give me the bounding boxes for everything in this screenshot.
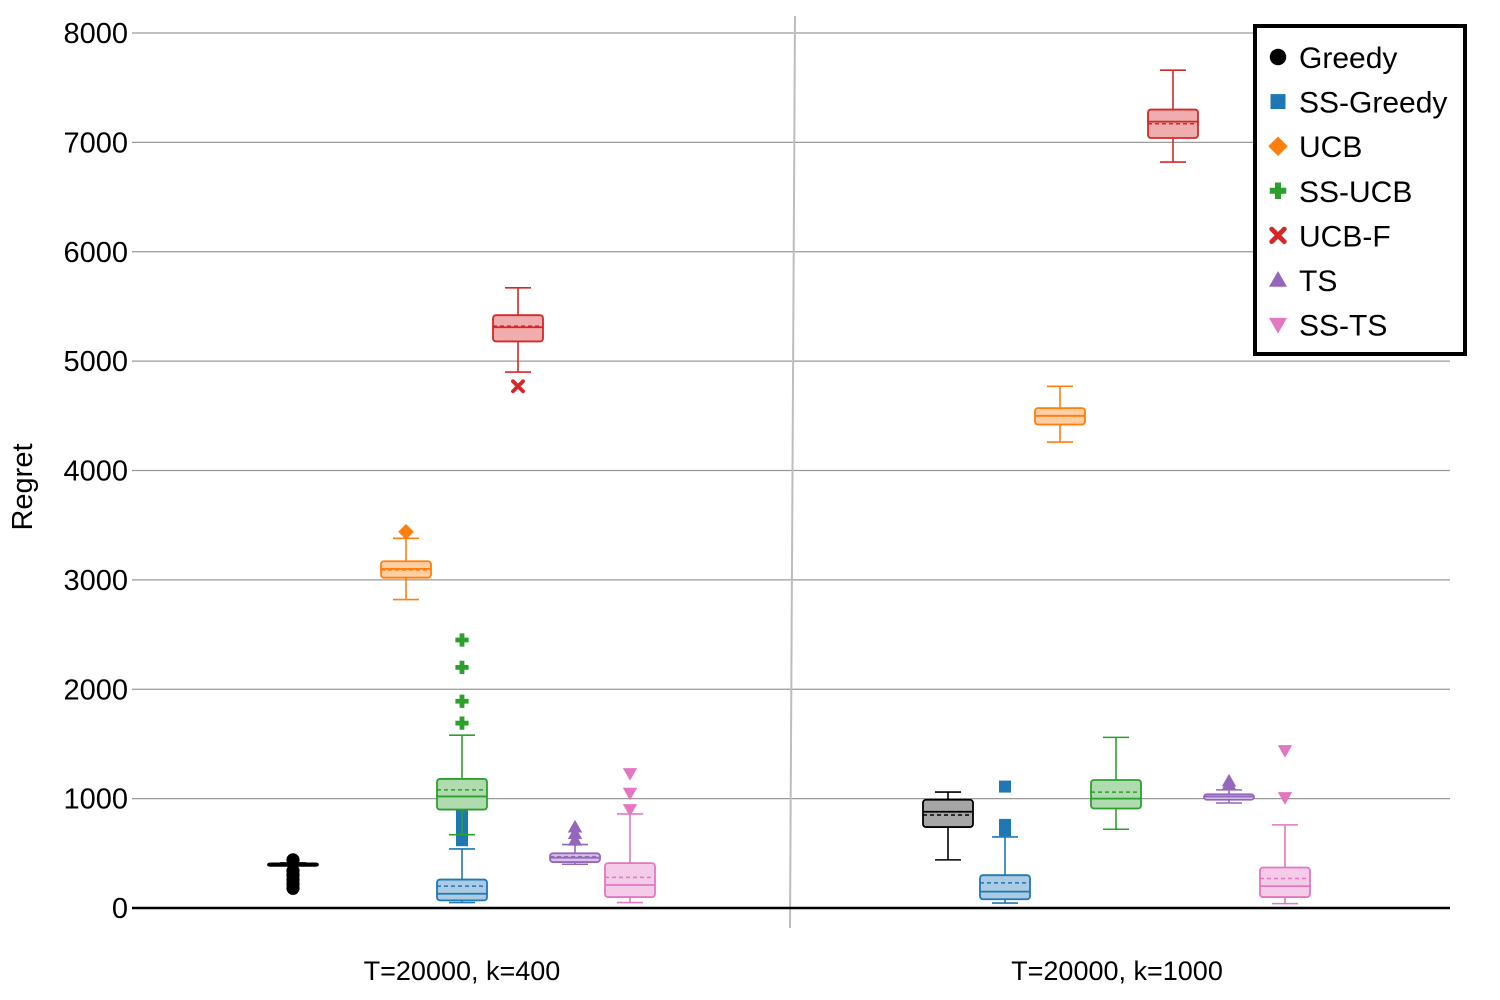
outlier-point	[398, 523, 414, 540]
box-iqr	[436, 878, 488, 902]
outlier-point	[455, 694, 469, 708]
outlier-point	[1277, 745, 1293, 758]
box-ss-ucb	[1090, 736, 1142, 831]
box-greedy	[922, 791, 974, 861]
legend-item: SS-Greedy	[1270, 87, 1447, 120]
legend-item: UCB-F	[1269, 220, 1391, 253]
outlier-point	[455, 633, 469, 647]
outlier-point	[286, 853, 300, 867]
legend-marker	[1268, 136, 1288, 156]
legend-frame	[1253, 24, 1467, 356]
outlier-point	[622, 787, 638, 801]
outlier-point	[511, 379, 525, 394]
legend-label: Greedy	[1299, 42, 1397, 75]
box-iqr	[436, 778, 488, 811]
legend-item: TS	[1269, 265, 1337, 298]
legend-marker	[1269, 226, 1287, 245]
box-ss-ucb	[436, 633, 488, 836]
box-ucb-f	[1147, 69, 1199, 163]
box-iqr	[492, 314, 544, 343]
y-tick-label: 7000	[63, 127, 128, 159]
legend-label: UCB	[1299, 131, 1362, 164]
legend-item: UCB	[1268, 131, 1362, 164]
boxes	[267, 69, 1311, 905]
box-iqr	[922, 798, 974, 828]
outlier-point	[622, 804, 638, 817]
y-axis-label: Regret	[7, 443, 39, 530]
box-ucb-f	[492, 287, 544, 394]
legend-item: Greedy	[1269, 42, 1397, 75]
x-category-label: T=20000, k=1000	[1011, 956, 1223, 986]
group-divider	[789, 15, 796, 929]
y-axis: 0 1000 2000 3000 4000 5000 6000 7000 8000	[63, 18, 128, 925]
box-iqr	[1090, 779, 1142, 810]
legend-label: TS	[1299, 265, 1337, 298]
box-greedy	[267, 853, 319, 895]
legend-label: SS-Greedy	[1299, 87, 1447, 120]
outlier-point	[455, 660, 469, 674]
legend-marker	[1269, 182, 1287, 200]
y-tick-label: 5000	[63, 346, 128, 378]
y-tick-label: 1000	[63, 784, 128, 816]
legend-label: SS-TS	[1299, 310, 1387, 343]
x-axis-labels: T=20000, k=400 T=20000, k=1000	[364, 956, 1223, 986]
y-tick-label: 6000	[63, 237, 128, 269]
y-tick-label: 2000	[63, 674, 128, 706]
legend-marker	[1269, 317, 1287, 334]
box-ucb	[380, 523, 432, 601]
box-iqr	[979, 874, 1031, 901]
legend-item: SS-TS	[1269, 310, 1387, 343]
box-ss-ts	[604, 768, 656, 904]
legend-marker	[1269, 271, 1287, 287]
outlier-point	[622, 768, 638, 781]
outlier-point	[999, 780, 1011, 793]
y-tick-label: 0	[112, 893, 128, 925]
legend-marker	[1269, 48, 1287, 66]
outlier-point	[999, 818, 1011, 831]
legend-item: SS-UCB	[1269, 176, 1412, 209]
box-iqr	[604, 862, 656, 898]
legend-marker	[1270, 94, 1286, 110]
outlier-point	[567, 826, 583, 840]
legend-label: SS-UCB	[1299, 176, 1412, 209]
box-ucb	[1034, 385, 1086, 443]
y-tick-label: 8000	[63, 18, 128, 50]
box-ts	[549, 819, 601, 866]
box-ts	[1203, 773, 1255, 804]
outlier-point	[567, 819, 583, 833]
x-category-label: T=20000, k=400	[364, 956, 561, 986]
box-iqr	[1259, 866, 1311, 898]
legend: Greedy SS-Greedy UCB SS-UCB UCB-F TS SS-TS	[1253, 24, 1467, 356]
legend-label: UCB-F	[1299, 220, 1391, 253]
outlier-point	[1277, 792, 1293, 805]
outlier-point	[567, 832, 583, 846]
y-tick-label: 3000	[63, 565, 128, 597]
outlier-point	[286, 864, 300, 878]
box-ss-ts	[1259, 745, 1311, 905]
box-ss-greedy	[979, 780, 1031, 904]
outlier-point	[455, 716, 469, 730]
y-tick-label: 4000	[63, 456, 128, 488]
outlier-point	[1221, 773, 1237, 787]
